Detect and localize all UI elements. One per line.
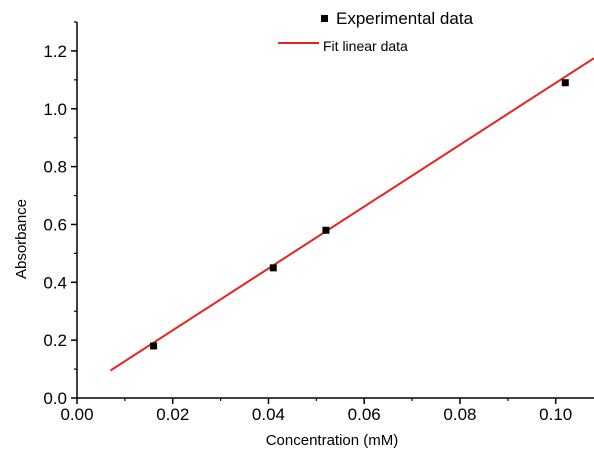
x-tick-label: 0.04 [252, 405, 285, 424]
data-point [322, 226, 330, 234]
x-tick-label: 0.00 [60, 405, 93, 424]
x-tick-label: 0.08 [443, 405, 476, 424]
x-tick-label: 0.10 [539, 405, 572, 424]
legend-marker-experimental [321, 15, 328, 22]
data-point [269, 264, 277, 272]
y-tick-label: 1.0 [43, 100, 67, 119]
data-point [561, 79, 569, 87]
legend: Experimental data Fit linear data [278, 9, 474, 54]
data-point [150, 342, 158, 350]
y-tick-label: 1.2 [43, 42, 67, 61]
y-tick-label: 0.4 [43, 273, 67, 292]
plot-area: 0.00 0.02 0.04 0.06 0.08 0.10 0.0 0.2 0.4 0.6 0.8 1… [43, 21, 594, 424]
y-tick-label: 0.0 [43, 389, 67, 408]
fit-line [109, 57, 594, 372]
legend-label-fit: Fit linear data [323, 38, 408, 54]
x-axis-label: Concentration (mM) [266, 432, 399, 449]
x-tick-label: 0.06 [348, 405, 381, 424]
y-tick-label: 0.2 [43, 331, 67, 350]
legend-label-experimental: Experimental data [336, 9, 474, 28]
x-tick-label: 0.02 [156, 405, 189, 424]
y-tick-label: 0.6 [43, 215, 67, 234]
y-axis-label: Absorbance [13, 199, 30, 279]
y-tick-label: 0.8 [43, 158, 67, 177]
